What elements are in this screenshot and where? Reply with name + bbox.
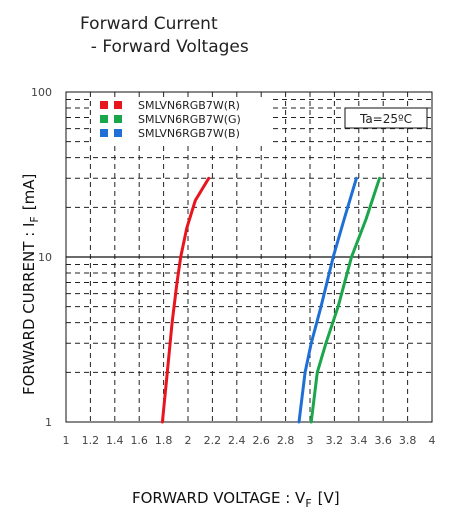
x-axis-label-sub: F xyxy=(305,497,311,510)
y-tick-label: 10 xyxy=(38,251,52,264)
x-tick-label: 1 xyxy=(63,434,70,447)
x-tick-label: 4 xyxy=(429,434,436,447)
legend: SMLVN6RGB7W(R) SMLVN6RGB7W(G) SMLVN6RGB7… xyxy=(92,97,272,143)
series-layer xyxy=(160,176,381,424)
annotation-box xyxy=(344,107,428,129)
temperature-annotation: Ta=25ºC xyxy=(344,107,428,129)
x-axis-label: FORWARD VOLTAGE : VF [V] xyxy=(132,489,340,510)
legend-swatch-g-1 xyxy=(100,115,108,123)
x-tick-label: 2.2 xyxy=(204,434,222,447)
legend-label-g: SMLVN6RGB7W(G) xyxy=(138,113,241,126)
x-axis-label-unit: [V] xyxy=(318,489,340,507)
y-tick-label: 1 xyxy=(45,416,52,429)
legend-swatch-b-2 xyxy=(114,129,122,137)
legend-swatch-b-1 xyxy=(100,129,108,137)
x-tick-label: 3.6 xyxy=(374,434,392,447)
legend-swatch-r-1 xyxy=(100,101,108,109)
legend-swatch-r-2 xyxy=(114,101,122,109)
x-tick-label: 3.8 xyxy=(399,434,417,447)
x-tick-label: 2.8 xyxy=(277,434,295,447)
x-tick-label: 1.6 xyxy=(130,434,148,447)
series-line-b xyxy=(297,176,358,424)
tick-labels: 1 1.2 1.4 1.6 1.8 2 2.2 2.4 2.6 2.8 3 3.2 3.4 3.6 3.8 4… xyxy=(31,86,436,447)
chart-title-line-2: - Forward Voltages xyxy=(80,37,249,57)
x-tick-label: 3 xyxy=(307,434,314,447)
x-tick-label: 1.2 xyxy=(82,434,100,447)
y-axis-label: FORWARD CURRENT : IF [mA] xyxy=(20,174,41,395)
x-axis-label-main: FORWARD VOLTAGE : V xyxy=(132,489,306,507)
x-tick-label: 2.6 xyxy=(252,434,270,447)
legend-swatch-g-2 xyxy=(114,115,122,123)
legend-label-r: SMLVN6RGB7W(R) xyxy=(138,99,240,112)
x-tick-label: 1.4 xyxy=(106,434,124,447)
x-tick-label: 3.4 xyxy=(350,434,368,447)
annotation-text: Ta=25ºC xyxy=(359,112,412,126)
x-tick-label: 2 xyxy=(185,434,192,447)
series-line-g xyxy=(309,176,381,424)
chart-title-line-1: Forward Current xyxy=(80,14,218,34)
plot-frame xyxy=(65,91,433,423)
x-tick-label: 1.8 xyxy=(155,434,173,447)
x-tick-label: 2.4 xyxy=(228,434,246,447)
y-axis-label-unit: [mA] xyxy=(20,174,38,211)
legend-label-b: SMLVN6RGB7W(B) xyxy=(138,127,240,140)
grid xyxy=(66,92,432,422)
y-axis-label-sub: F xyxy=(28,216,41,222)
y-axis-label-main: FORWARD CURRENT : I xyxy=(20,223,38,395)
x-tick-label: 3.2 xyxy=(326,434,344,447)
y-tick-label: 100 xyxy=(31,86,52,99)
series-line-r xyxy=(160,176,211,424)
